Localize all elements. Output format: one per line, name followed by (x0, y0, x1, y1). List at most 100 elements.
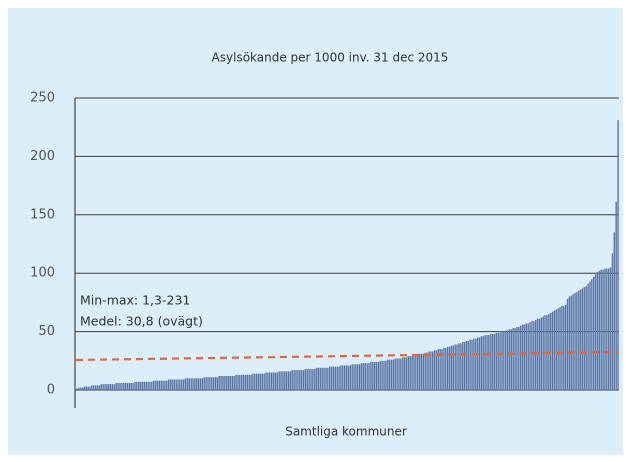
bar (263, 373, 265, 390)
bar (315, 367, 318, 390)
bar (383, 360, 385, 390)
bar (518, 326, 520, 390)
bar (345, 365, 348, 390)
bar (540, 317, 543, 390)
bar (151, 381, 153, 390)
bar (368, 363, 370, 390)
bar (366, 363, 368, 390)
bar (475, 338, 477, 390)
bar (181, 379, 183, 390)
bar (124, 382, 127, 390)
y-tick-label: 100 (30, 266, 55, 281)
trend-line (75, 350, 620, 362)
bar (104, 384, 106, 390)
bar (478, 337, 481, 390)
bar (445, 347, 447, 390)
bar (593, 276, 595, 390)
bar (239, 374, 241, 390)
bar (267, 372, 269, 390)
bar (205, 377, 207, 390)
bar (274, 372, 277, 390)
bar (226, 375, 228, 390)
bar (375, 361, 378, 390)
bar (347, 365, 350, 390)
bar (149, 381, 151, 390)
bar (488, 335, 490, 390)
bar (276, 372, 278, 390)
bar (420, 353, 423, 390)
bar (76, 388, 78, 390)
bar (147, 381, 149, 390)
bar (510, 329, 513, 390)
bar (574, 293, 576, 390)
bar (102, 384, 104, 390)
bar (486, 335, 488, 390)
y-tick-label: 150 (30, 207, 55, 222)
bar (531, 321, 533, 390)
bar (156, 380, 159, 390)
bar (250, 374, 252, 390)
bar (240, 374, 243, 390)
bar (385, 360, 387, 390)
bar (441, 349, 443, 390)
bar (514, 328, 516, 390)
bar (602, 269, 604, 390)
bar (248, 374, 250, 390)
bar (295, 370, 297, 390)
bar (188, 378, 190, 390)
bar (132, 382, 134, 390)
bar (452, 345, 455, 390)
bar (433, 350, 436, 390)
bar (493, 333, 496, 390)
bar (390, 359, 393, 390)
bar (164, 380, 166, 390)
y-tick-label: 250 (30, 91, 55, 106)
bar (377, 361, 380, 390)
bar (587, 283, 589, 390)
bar (209, 377, 211, 390)
bar (351, 364, 353, 390)
bar (117, 382, 119, 390)
bar (549, 312, 552, 390)
bar (201, 378, 204, 390)
bar (192, 378, 194, 390)
bar (594, 274, 597, 390)
bar (300, 370, 303, 390)
bar (557, 308, 559, 390)
bar (211, 377, 213, 390)
bar (207, 377, 209, 390)
bar (167, 379, 170, 390)
bar (177, 379, 179, 390)
bar (175, 379, 177, 390)
bar (222, 375, 224, 390)
bar (358, 364, 361, 390)
bar (340, 365, 342, 390)
bar (430, 351, 432, 390)
bar (353, 364, 355, 390)
bar (400, 358, 402, 390)
bar (199, 378, 202, 390)
bar (312, 368, 314, 390)
bar (130, 382, 132, 390)
bar (329, 366, 331, 390)
bar (497, 332, 499, 390)
bar (259, 373, 262, 390)
bar (392, 359, 395, 390)
bar (235, 374, 237, 390)
bar (145, 381, 147, 390)
bar (609, 267, 612, 390)
bar (460, 343, 462, 390)
bar (360, 363, 363, 390)
bar (463, 342, 466, 390)
bar (542, 316, 544, 390)
bar (566, 298, 569, 390)
bar (564, 304, 567, 390)
bar (162, 380, 164, 390)
bar (308, 368, 310, 390)
bar (342, 365, 344, 390)
chart-title: Asylsökande per 1000 inv. 31 dec 2015 (212, 51, 449, 65)
bar (317, 367, 320, 390)
bar (179, 379, 181, 390)
bar (289, 371, 292, 390)
bar (265, 372, 267, 390)
